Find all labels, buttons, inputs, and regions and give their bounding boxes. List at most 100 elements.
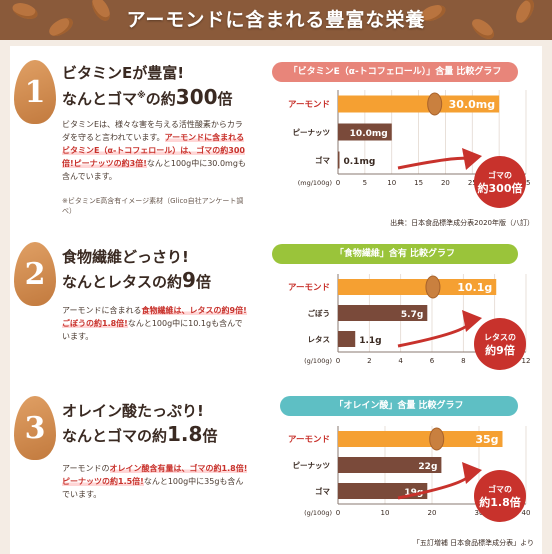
almond-icon: [425, 275, 441, 299]
tick-label: 0: [336, 179, 340, 187]
tick-label: 10: [387, 179, 396, 187]
tick-label: 4: [398, 357, 403, 365]
value-label: 10.0mg: [350, 129, 388, 139]
bar: [338, 123, 392, 141]
callout-text: ゴマの: [488, 170, 512, 180]
tick-label: 30: [475, 509, 484, 517]
arrow-line: [397, 321, 472, 348]
tick-label: 6: [430, 357, 435, 365]
heading-part: 倍: [195, 273, 211, 291]
callout-text: 約300倍: [478, 181, 523, 195]
callout-text: 約1.8倍: [479, 495, 521, 509]
footnote: ※ビタミンE高含有イメージ素材（Glico自社アンケート調べ）: [62, 197, 244, 215]
tick-label: 2: [367, 357, 371, 365]
body-text: なんと100g中に35gも含んでいます。: [62, 477, 244, 499]
tick-label: 40: [522, 509, 531, 517]
heading-line1: オレイン酸たっぷり!: [62, 402, 204, 420]
body-text: なんと100g中に10.1gも含んでいます。: [62, 319, 243, 341]
body-text: アーモンドの: [62, 464, 110, 473]
value-label: 5.7g: [401, 310, 423, 320]
category-label: アーモンド: [288, 283, 330, 293]
page-header: アーモンドに含まれる豊富な栄養: [0, 0, 552, 40]
value-label: 19g: [404, 488, 423, 498]
category-label: ピーナッツ: [293, 460, 331, 470]
category-label: アーモンド: [288, 435, 330, 445]
chart-title: 「食物繊維」含有 比較グラフ: [272, 244, 518, 264]
tick-label: 12: [522, 357, 531, 365]
bar: [338, 483, 428, 499]
tick-label: 35: [522, 179, 531, 187]
section-heading: 食物繊維どっさり! なんとレタスの約9倍: [62, 246, 211, 294]
heading-number: 9: [182, 268, 196, 292]
section-fiber: 2 食物繊維どっさり! なんとレタスの約9倍 アーモンドに含まれる食物繊維は、レ…: [10, 232, 542, 382]
section-number-badge: 3: [14, 396, 56, 460]
heading-part: なんとゴマの約: [62, 427, 168, 445]
bar: [338, 95, 500, 113]
callout-circle: [474, 470, 526, 522]
bar: [338, 331, 356, 347]
heading-part: の約: [145, 90, 176, 108]
category-label: ピーナッツ: [293, 127, 331, 137]
callout-circle: [474, 318, 526, 370]
heading-line2: なんとレタスの約9倍: [62, 269, 211, 294]
arrow-line: [397, 156, 472, 170]
chart-source: 出典：日本食品標準成分表2020年版（八訂）: [390, 219, 534, 227]
body-text: なんと100g中に30.0mgも含んでいます。: [62, 159, 246, 181]
heading-line1: 食物繊維どっさり!: [62, 248, 189, 266]
heading-part: 倍: [202, 427, 218, 445]
heading-number: 1.8: [167, 422, 203, 446]
tick-label: 8: [461, 357, 465, 365]
heading-part: なんとゴマ: [62, 90, 138, 108]
tick-label: 20: [441, 179, 450, 187]
heading-mark: ※: [137, 91, 146, 101]
tick-label: 0: [336, 357, 340, 365]
heading-line1: ビタミンEが豊富!: [62, 64, 185, 82]
heading-part: 倍: [217, 90, 233, 108]
arrow-head: [462, 310, 482, 332]
bar: [338, 151, 340, 169]
section-vitamin-e: 1 ビタミンEが豊富! なんとゴマ※の約300倍 ビタミンEは、様々な害を与える…: [10, 46, 542, 232]
section-oleic-acid: 3 オレイン酸たっぷり! なんとゴマの約1.8倍 アーモンドのオレイン酸含有量は…: [10, 382, 542, 554]
section-body: アーモンドに含まれる食物繊維は、レタスの約9倍!ごぼうの約1.8倍!なんと100…: [62, 304, 248, 343]
value-label: 10.1g: [457, 281, 492, 294]
value-label: 22g: [418, 462, 437, 472]
heading-number: 300: [175, 85, 218, 109]
chart-title: 「オレイン酸」含量 比較グラフ: [280, 396, 518, 416]
heading-line2: なんとゴマの約1.8倍: [62, 423, 217, 448]
category-label: ごぼう: [308, 308, 331, 318]
tick-label: 25: [468, 179, 477, 187]
section-number-badge: 2: [14, 242, 56, 306]
bar: [338, 431, 503, 447]
arrow-head: [462, 462, 482, 484]
callout-circle: [474, 156, 526, 208]
value-label: 30.0mg: [449, 98, 495, 111]
section-heading: ビタミンEが豊富! なんとゴマ※の約300倍: [62, 62, 233, 111]
value-label: 1.1g: [359, 336, 381, 346]
section-number-badge: 1: [14, 60, 56, 124]
vitamin-e-chart: 05101520253035(mg/100g)アーモンド30.0mgピーナッツ1…: [288, 90, 531, 208]
value-label: 0.1mg: [344, 157, 376, 167]
category-label: ゴマ: [315, 486, 330, 496]
section-heading: オレイン酸たっぷり! なんとゴマの約1.8倍: [62, 400, 217, 448]
category-label: ゴマ: [315, 155, 330, 165]
body-text: ビタミンEは、様々な害を与える活性酸素からカラダを守ると言われています。: [62, 120, 243, 142]
tick-label: 5: [363, 179, 367, 187]
tick-label: 15: [414, 179, 423, 187]
category-label: レタス: [308, 334, 331, 344]
bar: [338, 457, 442, 473]
bar: [338, 305, 428, 321]
section-body: ビタミンEは、様々な害を与える活性酸素からカラダを守ると言われています。アーモン…: [62, 118, 248, 183]
tick-label: 20: [428, 509, 437, 517]
chart-source: 「五訂増補 日本食品標準成分表」より: [412, 539, 534, 547]
bar: [338, 279, 497, 295]
heading-part: なんとレタスの約: [62, 273, 183, 291]
almond-icon: [429, 427, 445, 451]
axis-unit-label: (g/100g): [304, 357, 332, 365]
tick-label: 0: [336, 509, 340, 517]
value-label: 35g: [475, 433, 498, 446]
arrow-head: [462, 148, 482, 170]
oleic-acid-chart: 0 10 20 30 40 (g/100g) アーモンド 35g ピーナッツ 22g ゴマ 19g ゴマ…: [288, 426, 531, 522]
axis-unit-label: (mg/100g): [298, 179, 332, 187]
tick-label: 10: [381, 509, 390, 517]
page-title: アーモンドに含まれる豊富な栄養: [126, 9, 426, 31]
